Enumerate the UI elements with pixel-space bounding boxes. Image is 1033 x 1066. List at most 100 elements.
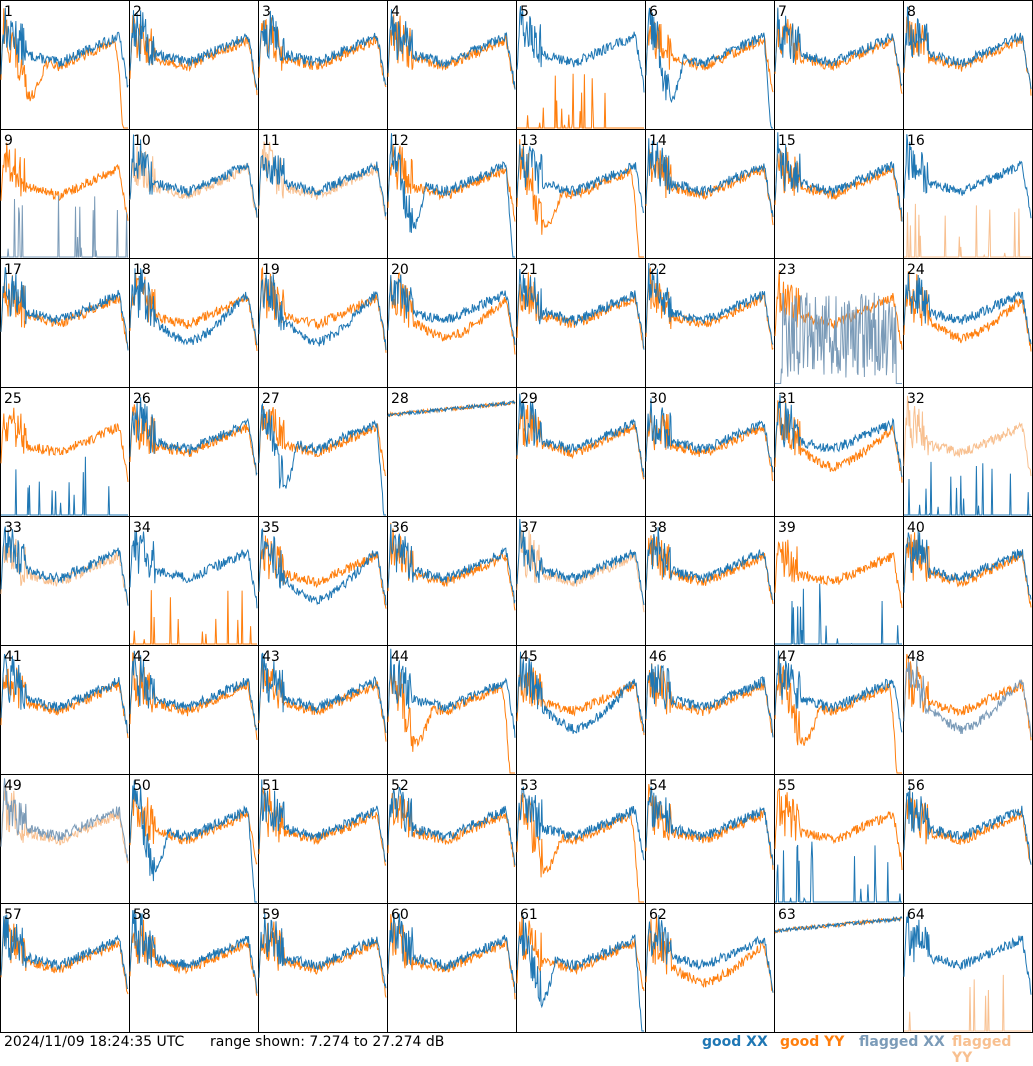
panel-label: 29 <box>520 391 538 407</box>
panel-45: 45 <box>516 645 646 775</box>
legend-good-yy: good YY <box>780 1034 845 1050</box>
series-xx-good <box>645 526 774 601</box>
panel-label: 51 <box>262 778 280 794</box>
panel-label: 24 <box>907 262 925 278</box>
panel-54: 54 <box>645 774 775 904</box>
panel-13: 13 <box>516 129 646 259</box>
panel-28: 28 <box>387 387 517 517</box>
panel-frame <box>0 645 130 775</box>
series-xx-good <box>129 909 258 994</box>
series-xx-good <box>387 786 516 866</box>
panel-frame <box>903 129 1033 259</box>
panel-43: 43 <box>258 645 388 775</box>
series-xx-good <box>387 648 516 738</box>
panel-label: 49 <box>4 778 22 794</box>
series-yy-good <box>258 406 387 477</box>
panel-label: 27 <box>262 391 280 407</box>
panel-20: 20 <box>387 258 517 388</box>
panel-label: 52 <box>391 778 409 794</box>
panel-label: 56 <box>907 778 925 794</box>
series-xx-flagged <box>775 292 902 384</box>
panel-label: 64 <box>907 907 925 923</box>
series-xx-good <box>645 786 774 866</box>
panel-35: 35 <box>258 516 388 646</box>
series-yy-good <box>774 539 903 609</box>
panel-label: 19 <box>262 262 280 278</box>
panel-label: 59 <box>262 907 280 923</box>
series-xx-good <box>774 132 903 222</box>
panel-label: 11 <box>262 133 280 149</box>
series-yy-flagged <box>904 203 1031 258</box>
panel-55: 55 <box>774 774 904 904</box>
panel-5: 5 <box>516 0 646 130</box>
series-xx-good <box>774 915 903 934</box>
series-xx-good <box>516 915 644 1032</box>
series-xx-good <box>775 841 902 903</box>
panel-label: 41 <box>4 649 22 665</box>
series-yy-good <box>516 139 644 258</box>
series-xx-good <box>129 134 258 218</box>
panel-label: 57 <box>4 907 22 923</box>
panel-label: 36 <box>391 520 409 536</box>
panel-14: 14 <box>645 129 775 259</box>
panel-frame <box>129 0 259 130</box>
panel-40: 40 <box>903 516 1033 646</box>
panel-57: 57 <box>0 903 130 1033</box>
panel-56: 56 <box>903 774 1033 904</box>
series-xx-flagged <box>1 195 128 258</box>
series-xx-good <box>258 402 386 516</box>
panel-label: 5 <box>520 4 529 20</box>
series-xx-good <box>258 779 387 863</box>
panel-label: 32 <box>907 391 925 407</box>
series-yy-good <box>645 266 774 350</box>
panel-1: 1 <box>0 0 130 130</box>
panel-24: 24 <box>903 258 1033 388</box>
panel-label: 9 <box>4 133 13 149</box>
series-xx-good <box>0 653 129 734</box>
panel-63: 63 <box>774 903 904 1033</box>
panel-49: 49 <box>0 774 130 904</box>
series-xx-good <box>516 144 645 213</box>
panel-label: 61 <box>520 907 538 923</box>
series-yy-flagged <box>903 395 1032 477</box>
panel-label: 26 <box>133 391 151 407</box>
panel-21: 21 <box>516 258 646 388</box>
panel-frame <box>0 903 130 1033</box>
series-xx-good <box>0 267 129 351</box>
series-yy-good <box>387 144 516 222</box>
series-yy-good <box>129 404 258 475</box>
panel-label: 43 <box>262 649 280 665</box>
panel-58: 58 <box>129 903 259 1033</box>
panel-3: 3 <box>258 0 388 130</box>
panel-30: 30 <box>645 387 775 517</box>
panel-59: 59 <box>258 903 388 1033</box>
series-xx-good <box>645 398 774 473</box>
panel-33: 33 <box>0 516 130 646</box>
panel-frame <box>129 774 259 904</box>
panel-51: 51 <box>258 774 388 904</box>
series-xx-good <box>774 394 903 478</box>
panel-62: 62 <box>645 903 775 1033</box>
series-xx-good <box>0 526 129 606</box>
panel-8: 8 <box>903 0 1033 130</box>
series-xx-good <box>903 529 1032 600</box>
series-xx-good <box>516 518 645 606</box>
panel-19: 19 <box>258 258 388 388</box>
series-xx-good <box>258 652 387 733</box>
series-xx-good <box>258 528 387 606</box>
panel-frame <box>129 129 259 259</box>
panel-frame <box>258 774 388 904</box>
panel-label: 23 <box>778 262 796 278</box>
panel-label: 38 <box>649 520 667 536</box>
series-xx-good <box>129 268 258 346</box>
panel-label: 17 <box>4 262 22 278</box>
series-xx-good <box>903 6 1032 89</box>
series-xx-good <box>645 138 774 217</box>
panel-label: 1 <box>4 4 13 20</box>
panel-label: 21 <box>520 262 538 278</box>
panel-44: 44 <box>387 645 517 775</box>
panel-label: 4 <box>391 4 400 20</box>
panel-frame <box>516 387 646 517</box>
panel-label: 45 <box>520 649 538 665</box>
